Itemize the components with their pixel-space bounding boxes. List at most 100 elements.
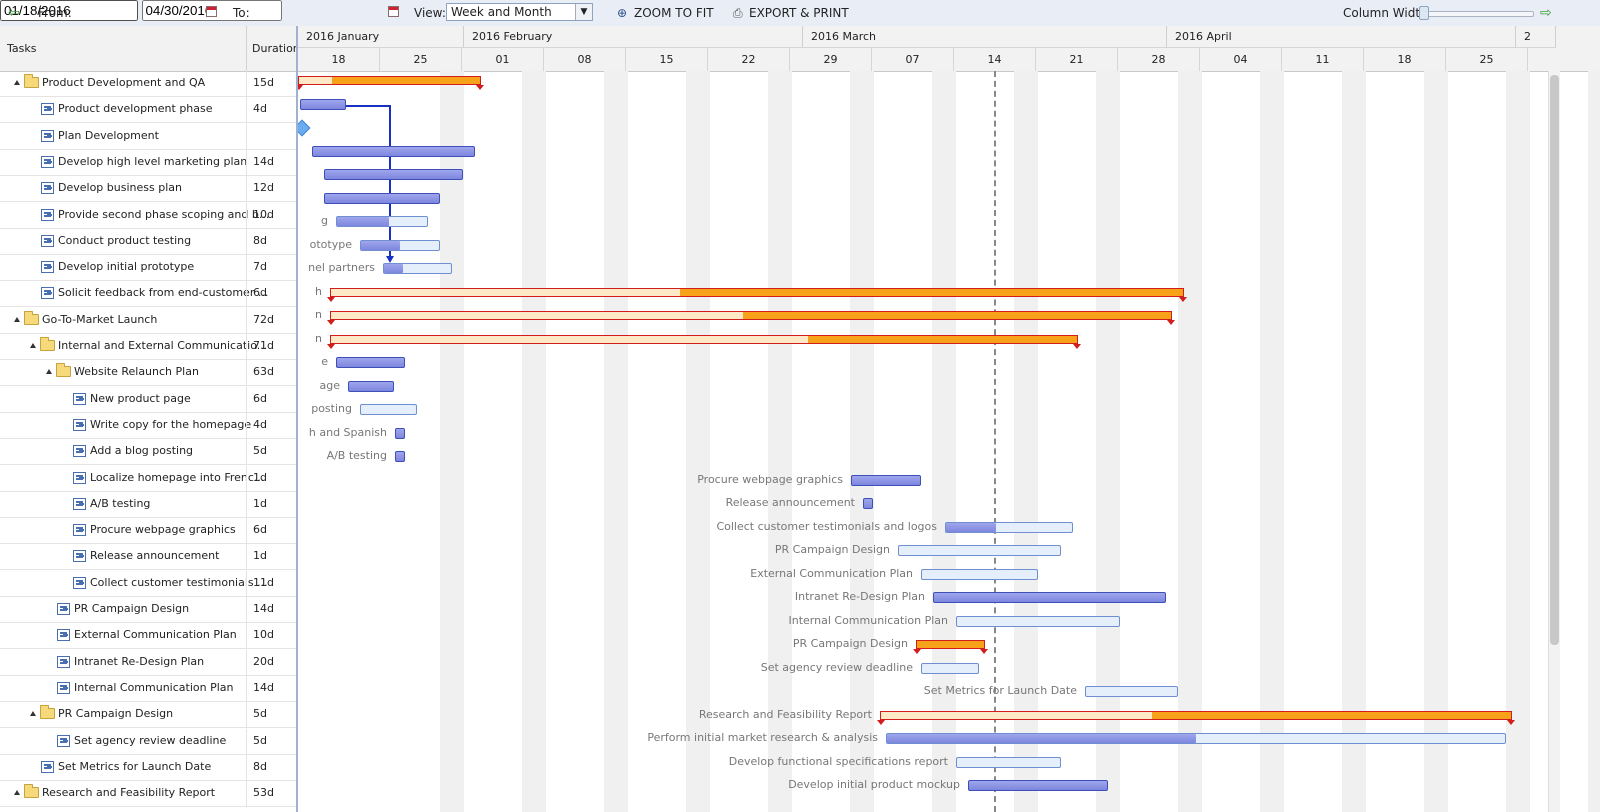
task-row[interactable]: Plan Development [0,123,296,150]
task-bar[interactable] [395,451,405,462]
task-bar[interactable] [1085,686,1178,697]
column-width-slider-thumb[interactable] [1419,6,1429,20]
task-row[interactable]: Write copy for the homepage 4d [0,412,296,439]
bar-label: nel partners [308,261,375,274]
task-bar[interactable] [360,404,417,415]
task-row[interactable]: PR Campaign Design 14d [0,597,296,623]
task-icon [57,681,70,694]
task-row[interactable]: External Communication Plan 10d [0,623,296,650]
task-row[interactable]: Intranet Re-Design Plan 20d [0,649,296,676]
task-row[interactable]: Conduct product testing 8d [0,228,296,255]
summary-bar[interactable] [327,311,1175,325]
zoom-icon[interactable]: ⊕ [617,6,628,20]
scroll-back-arrow-icon[interactable]: ⇦ [8,5,20,21]
task-bar[interactable] [312,145,475,157]
task-row[interactable]: Set Metrics for Launch Date 8d [0,754,296,781]
task-bar[interactable] [921,568,1038,580]
task-grid: Tasks Duration Product Development and Q… [0,26,298,812]
column-width-slider[interactable] [1420,11,1534,17]
print-icon[interactable]: ⎙ [733,6,743,20]
task-row[interactable]: Procure webpage graphics 6d [0,518,296,545]
task-name: Release announcement [90,549,220,563]
task-row[interactable]: PR Campaign Design 5d [0,702,296,729]
task-row[interactable]: Product Development and QA 15d [0,71,296,97]
weekend-stripe [932,71,956,812]
task-row[interactable]: New product page 6d [0,386,296,413]
grid-header: Tasks Duration [0,26,296,72]
task-row[interactable]: Develop business plan 12d [0,176,296,203]
task-row[interactable]: Develop high level marketing plan 14d [0,149,296,176]
view-select-value: Week and Month [451,5,552,19]
task-bar[interactable] [956,756,1061,768]
collapse-toggle-icon[interactable] [14,790,20,796]
task-row[interactable]: Product development phase 4d [0,97,296,124]
task-row[interactable]: Provide second phase scoping and b... 10d [0,202,296,229]
task-bar[interactable] [383,263,452,274]
task-bar[interactable] [863,498,873,509]
task-bar[interactable] [898,545,1061,556]
from-calendar-icon[interactable] [206,6,217,17]
task-duration: 8d [246,754,296,781]
scroll-forward-arrow-icon[interactable]: ⇨ [1540,5,1552,21]
task-row[interactable]: Internal Communication Plan 14d [0,675,296,702]
task-bar[interactable] [336,216,428,227]
zoom-to-fit-button[interactable]: ZOOM TO FIT [634,6,714,20]
weekend-stripe [768,71,792,812]
collapse-toggle-icon[interactable] [14,316,20,322]
task-row[interactable]: Collect customer testimonials ... 11d [0,570,296,597]
collapse-toggle-icon[interactable] [30,711,36,717]
task-duration: 10d [246,202,296,229]
task-row[interactable]: Solicit feedback from end-customer ... 6d [0,281,296,308]
task-bar[interactable] [968,780,1108,791]
export-print-button[interactable]: EXPORT & PRINT [749,6,849,20]
task-bar[interactable] [348,380,394,392]
summary-bar[interactable] [877,710,1515,725]
task-bar[interactable] [886,733,1506,744]
task-icon [73,471,86,484]
vertical-scrollbar[interactable] [1548,71,1560,812]
chevron-down-icon[interactable]: ▼ [575,4,592,20]
week-header: 21 [1036,48,1118,71]
from-date-input[interactable] [0,0,138,21]
task-name: Solicit feedback from end-customer ... [58,286,269,300]
task-row[interactable]: A/B testing 1d [0,491,296,518]
task-duration: 14d [246,149,296,176]
task-bar[interactable] [956,615,1120,627]
task-bar[interactable] [360,239,440,251]
task-bar[interactable] [933,592,1166,603]
task-duration: 6d [246,386,296,413]
collapse-toggle-icon[interactable] [46,369,52,375]
task-row[interactable]: Set agency review deadline 5d [0,728,296,755]
task-row[interactable]: Release announcement 1d [0,544,296,571]
summary-bar[interactable] [913,640,988,654]
task-bar[interactable] [395,427,405,439]
bar-label: Set Metrics for Launch Date [923,684,1077,697]
task-row[interactable]: Go-To-Market Launch 72d [0,307,296,334]
tasks-column-header[interactable]: Tasks [7,42,37,55]
task-bar[interactable] [336,357,405,368]
summary-bar[interactable] [327,287,1187,302]
view-select[interactable]: Week and Month ▼ [446,3,593,21]
task-bar[interactable] [300,98,346,110]
task-bar[interactable] [921,662,979,674]
task-bar[interactable] [945,521,1073,533]
collapse-toggle-icon[interactable] [14,80,20,85]
dependency-link [346,105,394,263]
task-row[interactable]: Localize homepage into Frenc... 1d [0,465,296,492]
task-row[interactable]: Internal and External Communicatio... 71d [0,334,296,360]
duration-column-header[interactable]: Duration [246,26,296,71]
task-row[interactable]: Website Relaunch Plan 63d [0,360,296,387]
collapse-toggle-icon[interactable] [30,343,36,348]
task-name: Product development phase [58,102,213,116]
task-bar[interactable] [324,192,440,204]
to-calendar-icon[interactable] [388,6,399,17]
scrollbar-thumb[interactable] [1550,75,1559,645]
task-row[interactable]: Research and Feasibility Report 53d [0,781,296,808]
task-row[interactable]: Add a blog posting 5d [0,439,296,466]
summary-bar[interactable] [298,76,484,90]
task-duration: 1d [246,544,296,571]
task-row[interactable]: Develop initial prototype 7d [0,255,296,282]
task-bar[interactable] [324,169,463,180]
task-bar[interactable] [851,474,921,486]
summary-bar[interactable] [327,334,1081,349]
